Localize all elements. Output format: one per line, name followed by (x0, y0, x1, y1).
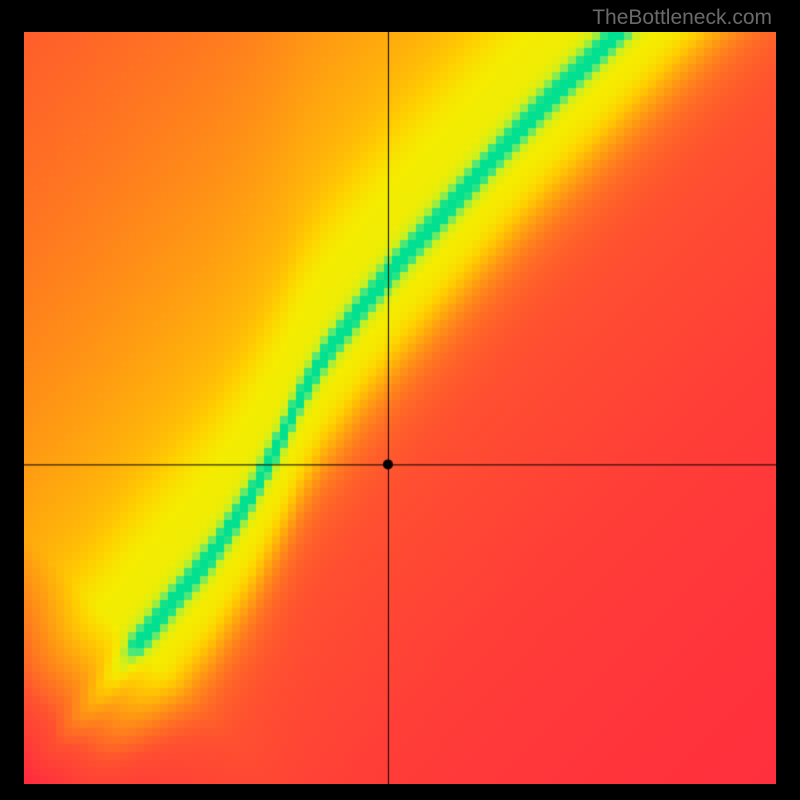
chart-container: TheBottleneck.com (0, 0, 800, 800)
heatmap-canvas (24, 32, 776, 784)
plot-area (24, 32, 776, 784)
watermark-text: TheBottleneck.com (592, 6, 772, 30)
